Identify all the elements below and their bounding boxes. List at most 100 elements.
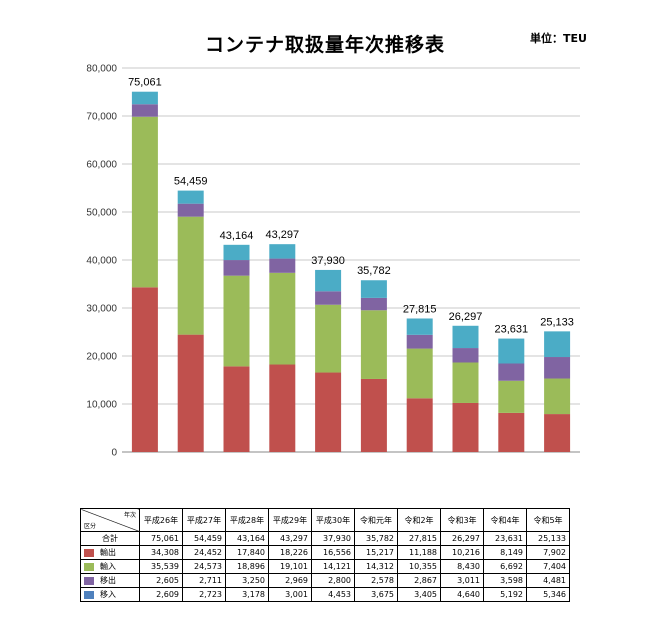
bar-segment	[452, 402, 479, 452]
table-year-header: 平成29年	[268, 508, 312, 532]
table-cell: 37,930	[311, 531, 355, 546]
table-cell: 26,297	[440, 531, 484, 546]
bar-segment	[131, 116, 158, 288]
corner-category-label: 区分	[84, 523, 97, 530]
table-cell: 3,250	[225, 573, 269, 588]
table-cell: 35,539	[139, 559, 183, 574]
row-label: 輸入	[80, 559, 140, 574]
table-cell: 54,459	[182, 531, 226, 546]
bar-segment	[544, 414, 571, 452]
bar-segment	[131, 91, 158, 105]
table-cell: 8,430	[440, 559, 484, 574]
table-cell: 6,692	[483, 559, 527, 574]
bar-segment	[315, 291, 342, 305]
table-row: 移入 2,609 2,723 3,178 3,001 4,453 3,675 3,405 4,6…	[80, 587, 570, 602]
row-label-text: 輸入	[100, 562, 116, 571]
bar-segment	[269, 258, 296, 273]
bar-segment	[269, 364, 296, 452]
table-cell: 2,800	[311, 573, 355, 588]
table-cell: 4,640	[440, 587, 484, 602]
bar-total-label: 54,459	[174, 176, 208, 188]
table-cell: 2,609	[139, 587, 183, 602]
table-cell: 4,453	[311, 587, 355, 602]
y-tick-label: 50,000	[86, 208, 117, 219]
y-tick-label: 10,000	[86, 400, 117, 411]
total-labels: 75,061 54,459 43,164 43,297 37,930 35,782 27,8…	[128, 77, 574, 336]
table-cell: 3,675	[354, 587, 398, 602]
table-cell: 75,061	[139, 531, 183, 546]
bar-total-label: 27,815	[403, 303, 437, 315]
bar-total-label: 26,297	[449, 311, 483, 323]
table-year-header: 令和5年	[526, 508, 570, 532]
bar-segment	[223, 366, 250, 452]
bar-total-label: 23,631	[494, 324, 528, 336]
row-label-text: 輸出	[100, 548, 116, 557]
table-row-total: 合計 75,061 54,459 43,164 43,297 37,930 35,782 27…	[80, 531, 570, 546]
bar-segment	[498, 380, 525, 413]
bar-segment	[498, 363, 525, 381]
bar-total-label: 25,133	[540, 316, 574, 328]
table-year-header: 令和元年	[354, 508, 398, 532]
legend-swatch-icon	[84, 590, 94, 599]
table-cell: 24,573	[182, 559, 226, 574]
table-cell: 3,405	[397, 587, 441, 602]
table-cell: 5,346	[526, 587, 570, 602]
row-label: 移入	[80, 587, 140, 602]
table-cell: 14,121	[311, 559, 355, 574]
table-cell: 3,178	[225, 587, 269, 602]
table-cell: 43,297	[268, 531, 312, 546]
table-cell: 2,969	[268, 573, 312, 588]
bar-segment	[177, 190, 204, 204]
table-body: 合計 75,061 54,459 43,164 43,297 37,930 35,782 27…	[80, 531, 570, 602]
bar-segment	[177, 203, 204, 217]
y-tick-label: 20,000	[86, 352, 117, 363]
bar-segment	[544, 378, 571, 415]
table-cell: 35,782	[354, 531, 398, 546]
bar-segment	[269, 244, 296, 259]
row-label: 移出	[80, 573, 140, 588]
table-cell: 3,598	[483, 573, 527, 588]
y-tick-label: 80,000	[86, 64, 117, 75]
data-table: 年次 区分 平成26年 平成27年 平成28年 平成29年 平成30年 令和元年 令和2年令…	[80, 508, 570, 602]
bar-segment	[452, 325, 479, 349]
table-cell: 7,902	[526, 545, 570, 560]
y-tick-label: 60,000	[86, 160, 117, 171]
bar-segment	[131, 104, 158, 117]
table-row: 移出 2,605 2,711 3,250 2,969 2,800 2,578 2,867 3,0…	[80, 573, 570, 588]
bar-segment	[315, 372, 342, 452]
table-cell: 14,312	[354, 559, 398, 574]
table-cell: 2,711	[182, 573, 226, 588]
bar-segment	[177, 216, 204, 335]
table-cell: 8,149	[483, 545, 527, 560]
bar-segment	[452, 362, 479, 403]
bar-segment	[406, 318, 433, 335]
table-cell: 24,452	[182, 545, 226, 560]
table-header-row: 年次 区分 平成26年 平成27年 平成28年 平成29年 平成30年 令和元年 令和2年令…	[80, 508, 570, 532]
table-year-header: 平成27年	[182, 508, 226, 532]
table-cell: 23,631	[483, 531, 527, 546]
table-year-header: 平成28年	[225, 508, 269, 532]
table-cell: 15,217	[354, 545, 398, 560]
corner-year-label: 年次	[123, 512, 136, 519]
table-year-header: 令和2年	[397, 508, 441, 532]
bar-total-label: 43,297	[265, 229, 299, 241]
table-cell: 34,308	[139, 545, 183, 560]
bar-segment	[544, 331, 571, 358]
unit-label: 単位：TEU	[530, 32, 587, 45]
bar-segment	[406, 398, 433, 452]
legend-swatch-icon	[84, 576, 94, 585]
bar-segment	[315, 269, 342, 292]
bar-segment	[315, 304, 342, 373]
table-corner-cell: 年次 区分	[80, 508, 140, 532]
table-cell: 27,815	[397, 531, 441, 546]
table-cell: 7,404	[526, 559, 570, 574]
bar-segment	[269, 272, 296, 365]
chart-title: コンテナ取扱量年次推移表	[204, 34, 445, 56]
table-cell: 2,723	[182, 587, 226, 602]
table-cell: 2,867	[397, 573, 441, 588]
table-year-header: 令和4年	[483, 508, 527, 532]
table-cell: 11,188	[397, 545, 441, 560]
bar-segment	[177, 334, 204, 452]
bar-segment	[360, 280, 387, 298]
row-label-text: 移出	[100, 576, 116, 585]
